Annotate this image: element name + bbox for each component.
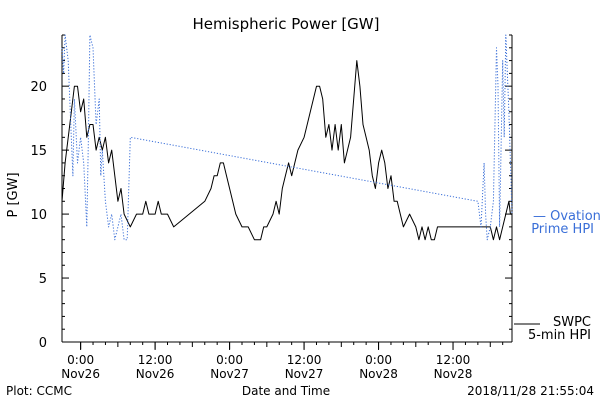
series-layer (61, 34, 513, 241)
y-axis-label: P [GW] (6, 172, 21, 217)
y-tick-label: 0 (39, 336, 47, 351)
y-tick-label: 5 (39, 272, 47, 287)
x-tick-label-time: 12:00 (138, 353, 173, 367)
legend-swpc-line2: 5-min HPI (528, 328, 591, 343)
legend-ovation-line2: Prime HPI (531, 222, 594, 237)
chart-title: Hemispheric Power [GW] (193, 15, 380, 33)
x-tick-label-date: Nov26 (136, 367, 175, 381)
plot-credit: Plot: CCMC (6, 384, 72, 398)
x-tick-label-date: Nov27 (285, 367, 324, 381)
y-tick-label: 10 (30, 208, 47, 223)
legend-ovation-line1: — Ovation (533, 209, 600, 224)
x-tick-label-time: 12:00 (436, 353, 471, 367)
x-tick-label-date: Nov26 (61, 367, 100, 381)
x-tick-label-date: Nov27 (210, 367, 249, 381)
x-tick-label-time: 0:00 (216, 353, 243, 367)
x-axis-ticks: 0:00Nov2612:00Nov260:00Nov2712:00Nov270:… (61, 342, 504, 381)
y-tick-label: 15 (30, 144, 47, 159)
series-line-swpc-5-min-hpi (61, 60, 512, 241)
series-line-ovation-prime-hpi (61, 34, 513, 241)
x-axis-label: Date and Time (242, 384, 330, 398)
legend-swpc-line1: SWPC (553, 315, 591, 330)
x-tick-label-date: Nov28 (359, 367, 398, 381)
x-tick-label-time: 12:00 (287, 353, 322, 367)
plot-frame (61, 35, 513, 343)
x-tick-label-time: 0:00 (67, 353, 94, 367)
plot-timestamp: 2018/11/28 21:55:04 (467, 384, 594, 398)
legend: — Ovation Prime HPI SWPC 5-min HPI (514, 209, 600, 343)
y-axis-ticks: 0 5 10 15 20 (30, 34, 512, 351)
x-tick-label-time: 0:00 (365, 353, 392, 367)
y-tick-label: 20 (30, 80, 47, 95)
x-tick-label-date: Nov28 (434, 367, 473, 381)
